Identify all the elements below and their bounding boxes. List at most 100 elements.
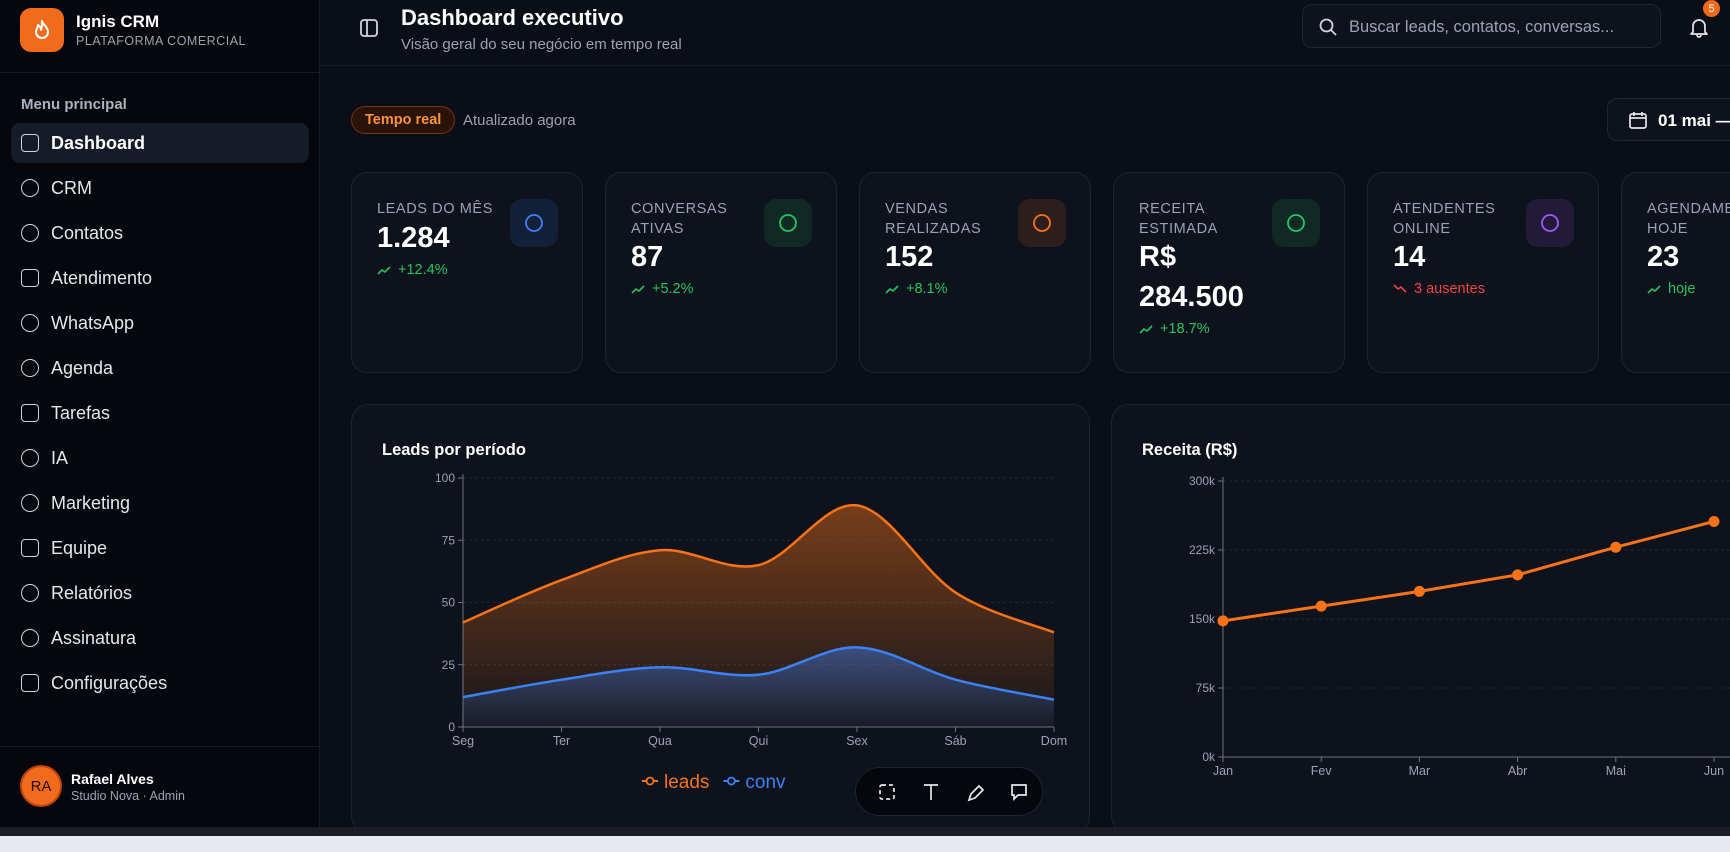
point — [1315, 600, 1327, 612]
trend-arrow — [631, 285, 645, 294]
x-tick-label: Mar — [1409, 764, 1431, 778]
kpi-delta: 3 ausentes — [1393, 281, 1485, 297]
point — [1512, 569, 1524, 581]
y-tick-label: 0 — [448, 720, 455, 734]
nav-icon — [21, 449, 39, 467]
x-tick-label: Qui — [749, 734, 768, 748]
nav-item[interactable]: Equipe — [11, 528, 309, 568]
kpi-value: R$ 284.500 — [1139, 241, 1244, 313]
kpi-label: ATENDENTES ONLINE — [1393, 201, 1496, 237]
nav-label: Contatos — [51, 222, 124, 243]
glyph — [779, 214, 797, 232]
kpi-icon-glyph — [1541, 214, 1559, 232]
nav-label: Assinatura — [51, 627, 137, 648]
select-tool[interactable] — [879, 784, 895, 800]
arrow — [1393, 284, 1407, 293]
glyph — [525, 214, 543, 232]
comment-tool[interactable] — [1011, 784, 1027, 802]
nav-item[interactable]: CRM — [11, 168, 309, 208]
x-tick-label: Mai — [1606, 764, 1626, 778]
nav-label: Equipe — [51, 537, 108, 558]
date-picker[interactable]: 01 mai — — [1607, 98, 1730, 141]
nav-icon — [21, 269, 39, 287]
user-name: Rafael Alves — [71, 771, 154, 787]
nav-item[interactable]: Configurações — [11, 663, 309, 703]
nav-icon — [21, 674, 39, 692]
kpi-label: AGENDAMENTOS HOJE — [1647, 201, 1730, 237]
nav-label: Relatórios — [51, 582, 133, 603]
kpi-card: VENDAS REALIZADAS 152 +8.1% — [859, 172, 1091, 373]
kpi-delta-text: +18.7% — [1160, 321, 1210, 337]
realtime-badge: Tempo real — [351, 106, 456, 134]
y-tick-label: 25 — [442, 658, 456, 672]
nav-item[interactable]: Dashboard — [11, 123, 309, 163]
nav-item[interactable]: IA — [11, 438, 309, 478]
kpi-card: CONVERSAS ATIVAS 87 +5.2% — [605, 172, 837, 373]
kpi-delta-text: 3 ausentes — [1414, 281, 1485, 297]
search-placeholder: Buscar leads, contatos, conversas... — [1349, 18, 1615, 36]
glyph — [1287, 214, 1305, 232]
area — [463, 647, 1054, 727]
x-tick-label: Abr — [1508, 764, 1527, 778]
kpi-label: VENDAS REALIZADAS — [885, 201, 982, 237]
nav-item[interactable]: Atendimento — [11, 258, 309, 298]
nav-item[interactable]: Relatórios — [11, 573, 309, 613]
point — [1217, 615, 1229, 627]
point — [1413, 585, 1425, 597]
nav-label: Dashboard — [51, 132, 146, 153]
taskbar — [0, 836, 1730, 852]
logo-icon — [35, 20, 49, 39]
nav-label: WhatsApp — [51, 312, 135, 333]
x-tick-label: Seg — [452, 734, 474, 748]
nav-item[interactable]: WhatsApp — [11, 303, 309, 343]
line — [1222, 520, 1715, 623]
nav-icon — [21, 359, 39, 377]
kpi-delta: hoje — [1647, 281, 1695, 297]
nav-icon — [21, 539, 39, 557]
menu-section: Menu principal — [21, 96, 127, 113]
sidebar-toggle[interactable] — [358, 17, 380, 39]
divider — [0, 72, 320, 73]
kpi-delta-text: +5.2% — [652, 281, 694, 297]
date-range: 01 mai — — [1658, 111, 1730, 130]
kpi-card: RECEITA ESTIMADA R$ 284.500 +18.7% — [1113, 172, 1345, 373]
point — [1708, 515, 1720, 527]
nav-label: Configurações — [51, 672, 168, 693]
avatar[interactable]: RA — [20, 765, 62, 807]
nav-item[interactable]: Contatos — [11, 213, 309, 253]
brand-name: Ignis CRM — [76, 12, 160, 31]
brand-logo — [20, 8, 64, 52]
kpi-card: LEADS DO MÊS 1.284 +12.4% — [351, 172, 583, 373]
kpi-icon — [1018, 199, 1066, 247]
legend-item[interactable]: leads — [642, 772, 709, 793]
kpi-icon-glyph — [525, 214, 543, 232]
line — [462, 504, 1055, 634]
kpi-icon — [1272, 199, 1320, 247]
y-tick-label: 75 — [442, 533, 456, 547]
nav-item[interactable]: Agenda — [11, 348, 309, 388]
trend-arrow — [377, 266, 391, 275]
notification-badge: 5 — [1703, 0, 1720, 17]
nav-item[interactable]: Assinatura — [11, 618, 309, 658]
nav-item[interactable]: Marketing — [11, 483, 309, 523]
kpi-label: RECEITA ESTIMADA — [1139, 201, 1218, 237]
nav-icon — [21, 404, 39, 422]
legend-swatch — [727, 776, 736, 786]
kpi-delta-text: +8.1% — [906, 281, 948, 297]
search-box[interactable]: Buscar leads, contatos, conversas... — [1302, 4, 1661, 48]
arrow — [1139, 325, 1153, 334]
nav-icon — [21, 584, 39, 602]
kpi-icon — [764, 199, 812, 247]
kpi-value: 1.284 — [377, 222, 450, 254]
legend-item[interactable]: conv — [723, 772, 786, 793]
nav-item[interactable]: Tarefas — [11, 393, 309, 433]
x-tick-label: Fev — [1311, 764, 1333, 778]
text-tool[interactable] — [924, 784, 938, 800]
y-tick-label: 225k — [1189, 543, 1216, 557]
arrow — [885, 285, 899, 294]
bell-icon[interactable] — [1688, 16, 1710, 38]
nav-icon — [21, 179, 39, 197]
kpi-value: 152 — [885, 241, 934, 273]
pen-tool[interactable] — [967, 784, 985, 802]
